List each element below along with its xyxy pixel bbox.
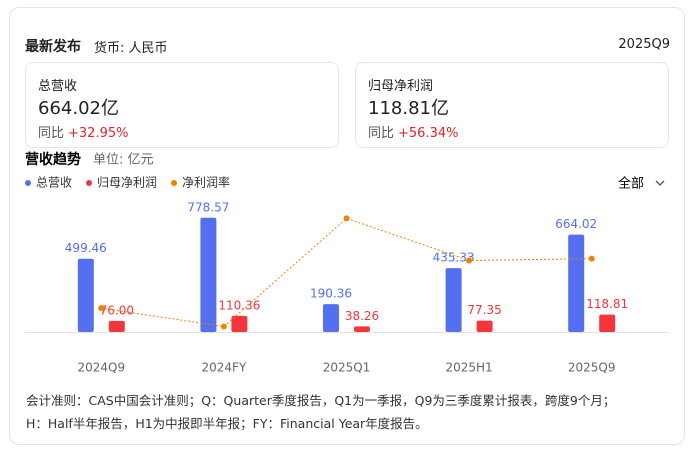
line [101, 217, 592, 328]
bar [200, 217, 217, 332]
line-point [466, 257, 473, 264]
bar [108, 320, 125, 332]
legend-label: 净利润率 [182, 175, 230, 190]
filter[interactable]: 全部 [618, 176, 644, 192]
value-label: 118.81 [586, 297, 628, 311]
legend-dot [86, 180, 93, 186]
card-value: 118.81亿 [368, 98, 449, 119]
line-point [343, 215, 350, 222]
value-label: 190.36 [310, 287, 352, 301]
value-label: 499.46 [65, 241, 107, 255]
bar [445, 268, 462, 332]
bar [354, 326, 370, 332]
yoy-value: +32.95% [68, 126, 129, 141]
currency: 货币: 人民币 [94, 41, 168, 56]
bar [599, 314, 616, 332]
legend-label: 归母净利润 [97, 176, 157, 190]
header-title: 最新发布 [25, 39, 81, 55]
card-label: 归母净利润 [368, 79, 434, 94]
panel: 最新发布 货币: 人民币 2025Q9 总营收 664.02亿 同比 +32.95… [9, 7, 685, 445]
x-tick-label: 2025Q9 [568, 361, 616, 375]
value-label: 778.57 [187, 200, 229, 214]
bar [77, 258, 94, 332]
line-point [98, 305, 105, 312]
value-label: 435.33 [433, 251, 475, 265]
bar [323, 304, 339, 332]
footnote: H：Half半年报告，H1为中报即半年报；FY：Financial Year年度… [26, 416, 428, 431]
chevron[interactable] [655, 180, 665, 186]
footnote: 会计准则：CAS中国会计准则；Q：Quarter季度报告，Q1为一季报，Q9为三… [26, 393, 616, 408]
yoy-label: 同比 [368, 126, 395, 141]
value-label: 664.02 [555, 217, 597, 231]
bar [231, 315, 248, 332]
value-label: 76.00 [100, 303, 134, 317]
legend-dot [171, 180, 178, 186]
x-tick-label: 2024Q9 [77, 361, 125, 375]
value-label: 77.35 [467, 303, 501, 317]
metric-card[interactable]: 归母净利润 118.81亿 同比 +56.34% [355, 62, 669, 148]
value-label: 110.36 [218, 298, 260, 312]
x-tick-label: 2025Q1 [323, 361, 371, 375]
card-yoy: 同比 +56.34% [368, 122, 458, 141]
bar [476, 320, 493, 332]
x-tick-label: 2024FY [202, 361, 247, 375]
x-tick-label: 2025H1 [445, 361, 492, 375]
card-yoy: 同比 +32.95% [38, 122, 128, 141]
card-value: 664.02亿 [38, 98, 119, 119]
legend-dot [25, 180, 31, 186]
yoy-label: 同比 [38, 126, 65, 141]
legend-label: 总营收 [36, 176, 72, 190]
card-label: 总营收 [38, 79, 78, 94]
unit: 单位: 亿元 [93, 153, 154, 168]
line-point [588, 255, 595, 262]
bar [568, 234, 585, 332]
line-point [220, 323, 227, 330]
value-label: 38.26 [345, 309, 379, 323]
chart-title: 营收趋势 [25, 151, 81, 168]
yoy-value: +56.34% [398, 126, 459, 141]
metric-card[interactable]: 总营收 664.02亿 同比 +32.95% [25, 62, 339, 148]
period: 2025Q9 [618, 37, 670, 52]
